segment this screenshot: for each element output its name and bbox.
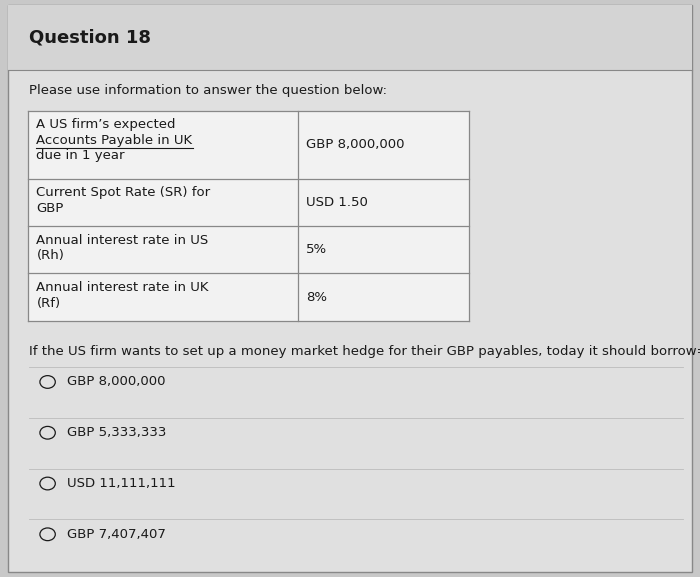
FancyBboxPatch shape xyxy=(28,111,469,321)
Text: (Rh): (Rh) xyxy=(36,249,64,263)
FancyBboxPatch shape xyxy=(8,5,692,572)
Text: GBP 8,000,000: GBP 8,000,000 xyxy=(306,138,405,151)
Text: GBP 8,000,000: GBP 8,000,000 xyxy=(67,376,166,388)
Text: Accounts Payable in UK: Accounts Payable in UK xyxy=(36,134,193,147)
Text: GBP: GBP xyxy=(36,202,64,215)
Text: Please use information to answer the question below:: Please use information to answer the que… xyxy=(29,84,387,97)
Text: Current Spot Rate (SR) for: Current Spot Rate (SR) for xyxy=(36,186,211,200)
Text: Annual interest rate in UK: Annual interest rate in UK xyxy=(36,281,209,294)
Text: (Rf): (Rf) xyxy=(36,297,60,310)
Text: If the US firm wants to set up a money market hedge for their GBP payables, toda: If the US firm wants to set up a money m… xyxy=(29,345,700,358)
Text: 8%: 8% xyxy=(306,291,327,304)
Text: GBP 5,333,333: GBP 5,333,333 xyxy=(67,426,167,439)
Text: 5%: 5% xyxy=(306,243,327,256)
Text: GBP 7,407,407: GBP 7,407,407 xyxy=(67,528,166,541)
FancyBboxPatch shape xyxy=(8,5,692,70)
Text: USD 1.50: USD 1.50 xyxy=(306,196,368,209)
Text: USD 11,111,111: USD 11,111,111 xyxy=(67,477,176,490)
Text: due in 1 year: due in 1 year xyxy=(36,149,125,163)
Text: Annual interest rate in US: Annual interest rate in US xyxy=(36,234,209,247)
Text: A US firm’s expected: A US firm’s expected xyxy=(36,118,176,132)
Text: Question 18: Question 18 xyxy=(29,28,151,47)
